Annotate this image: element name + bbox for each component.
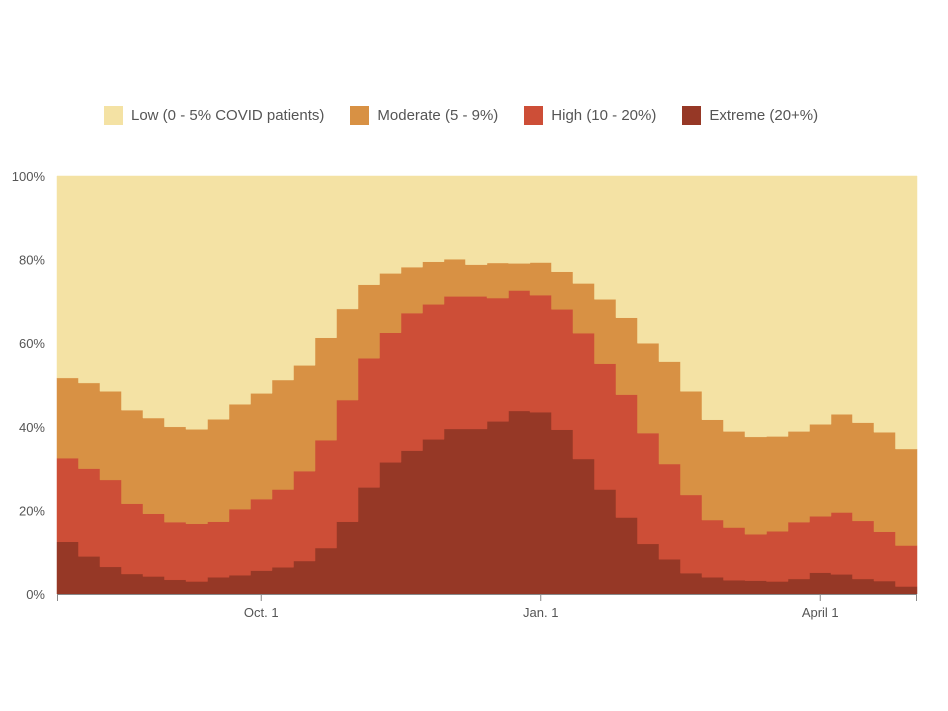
legend-label-high: High (10 - 20%): [551, 107, 657, 124]
legend-label-moderate: Moderate (5 - 9%): [377, 107, 499, 124]
legend-swatch-low: [104, 106, 123, 125]
x-tick-label: Oct. 1: [244, 605, 279, 620]
y-tick-label: 20%: [19, 503, 45, 518]
legend: Low (0 - 5% COVID patients) Moderate (5 …: [104, 106, 818, 125]
x-axis: Oct. 1 Jan. 1 April 1: [57, 594, 917, 620]
legend-swatch-high: [524, 106, 544, 125]
y-axis: 0% 20% 40% 60% 80% 100%: [12, 169, 46, 602]
legend-item-extreme[interactable]: Extreme (20+%): [682, 106, 818, 125]
y-tick-label: 100%: [12, 169, 46, 184]
y-tick-label: 60%: [19, 336, 45, 351]
legend-item-low[interactable]: Low (0 - 5% COVID patients): [104, 106, 324, 125]
y-tick-label: 40%: [19, 420, 45, 435]
area-series-low[interactable]: [56, 175, 918, 450]
legend-swatch-moderate: [350, 106, 370, 125]
legend-swatch-extreme: [682, 106, 702, 125]
legend-label-low: Low (0 - 5% COVID patients): [131, 107, 325, 124]
y-tick-label: 80%: [19, 253, 45, 268]
legend-item-moderate[interactable]: Moderate (5 - 9%): [350, 106, 498, 125]
legend-item-high[interactable]: High (10 - 20%): [524, 106, 656, 125]
y-tick-label: 0%: [26, 587, 45, 602]
x-tick-label: Jan. 1: [523, 605, 558, 620]
series-areas: [56, 175, 918, 595]
legend-label-extreme: Extreme (20+%): [709, 107, 819, 124]
x-tick-label: April 1: [802, 605, 839, 620]
